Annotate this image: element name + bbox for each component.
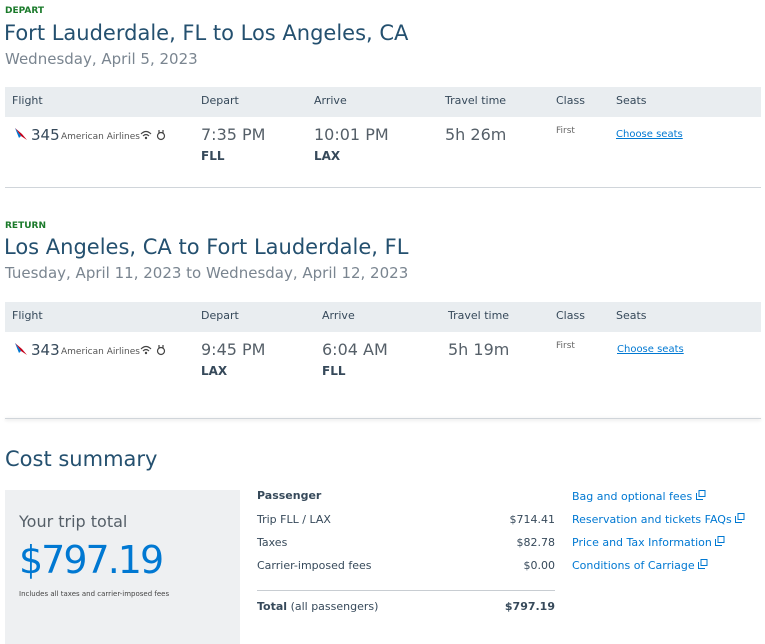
external-icon [715,536,725,546]
info-link-text[interactable]: Price and Tax Information [572,536,712,549]
depart-time: 7:35 PM [201,125,266,144]
total-value: $797.19 [504,600,555,613]
cost-row-value: $82.78 [516,536,556,549]
class: First [556,341,575,351]
route-title: Los Angeles, CA to Fort Lauderdale, FL [4,235,409,259]
external-icon [735,513,745,523]
column-header: Flight [12,94,43,107]
depart-airport: FLL [201,149,225,163]
column-header: Seats [616,94,647,107]
external-icon [695,490,706,500]
trip-total: $797.19 [19,538,164,582]
flight-number: 343 [31,341,60,359]
table-header [5,302,761,332]
separator [5,187,761,188]
column-header: Flight [12,309,43,322]
column-header: Class [556,309,585,322]
cost-row-value: $714.41 [509,513,556,526]
info-link[interactable]: Price and Tax Information [572,536,725,549]
airline-logo [15,343,27,355]
passenger-header: Passenger [257,489,322,502]
cost-row-label: Carrier-imposed fees [257,559,372,572]
info-link[interactable]: Conditions of Carriage [572,559,708,572]
cost-summary-title: Cost summary [5,447,158,471]
cost-row-label: Taxes [257,536,288,549]
section-label: RETURN [5,221,46,231]
info-link-text[interactable]: Bag and optional fees [572,490,693,503]
arrive-time: 10:01 PM [314,125,389,144]
total-qualifier: (all passengers) [290,600,379,613]
cost-row-label: Trip FLL / LAX [257,513,331,526]
total-label: Total [257,600,288,613]
column-header: Arrive [314,94,347,107]
column-header: Travel time [445,94,507,107]
column-header: Class [556,94,585,107]
separator [5,418,761,419]
airline-logo [15,128,27,140]
route-title: Fort Lauderdale, FL to Los Angeles, CA [4,21,409,45]
amenity-icons [140,345,166,356]
airline-name: American Airlines [61,132,140,142]
total-separator [257,590,555,591]
airline-name: American Airlines [61,347,140,357]
external-icon [698,559,708,569]
column-header: Depart [201,94,239,107]
travel-time: 5h 19m [448,340,510,359]
cost-row-value: $0.00 [523,559,556,572]
column-header: Seats [616,309,647,322]
info-link[interactable]: Reservation and tickets FAQs [572,513,745,526]
trip-total-box [5,490,240,644]
route-date: Tuesday, April 11, 2023 to Wednesday, Ap… [5,264,409,282]
arrive-airport: FLL [322,364,346,378]
section-label: DEPART [5,6,45,16]
info-link-text[interactable]: Reservation and tickets FAQs [572,513,732,526]
depart-airport: LAX [201,364,228,378]
arrive-airport: LAX [314,149,341,163]
column-header: Depart [201,309,239,322]
table-header [5,87,761,117]
depart-time: 9:45 PM [201,340,266,359]
amenity-icons [140,130,166,141]
choose-seats-link[interactable]: Choose seats [616,129,683,140]
column-header: Travel time [448,309,510,322]
route-date: Wednesday, April 5, 2023 [5,50,198,68]
flight-number: 345 [31,126,60,144]
column-header: Arrive [322,309,355,322]
trip-total-note: Includes all taxes and carrier-imposed f… [19,590,170,598]
info-link[interactable]: Bag and optional fees [572,490,706,503]
arrive-time: 6:04 AM [322,340,388,359]
travel-time: 5h 26m [445,125,507,144]
class: First [556,126,575,136]
info-link-text[interactable]: Conditions of Carriage [572,559,695,572]
trip-total-label: Your trip total [19,512,128,531]
choose-seats-link[interactable]: Choose seats [617,344,684,355]
